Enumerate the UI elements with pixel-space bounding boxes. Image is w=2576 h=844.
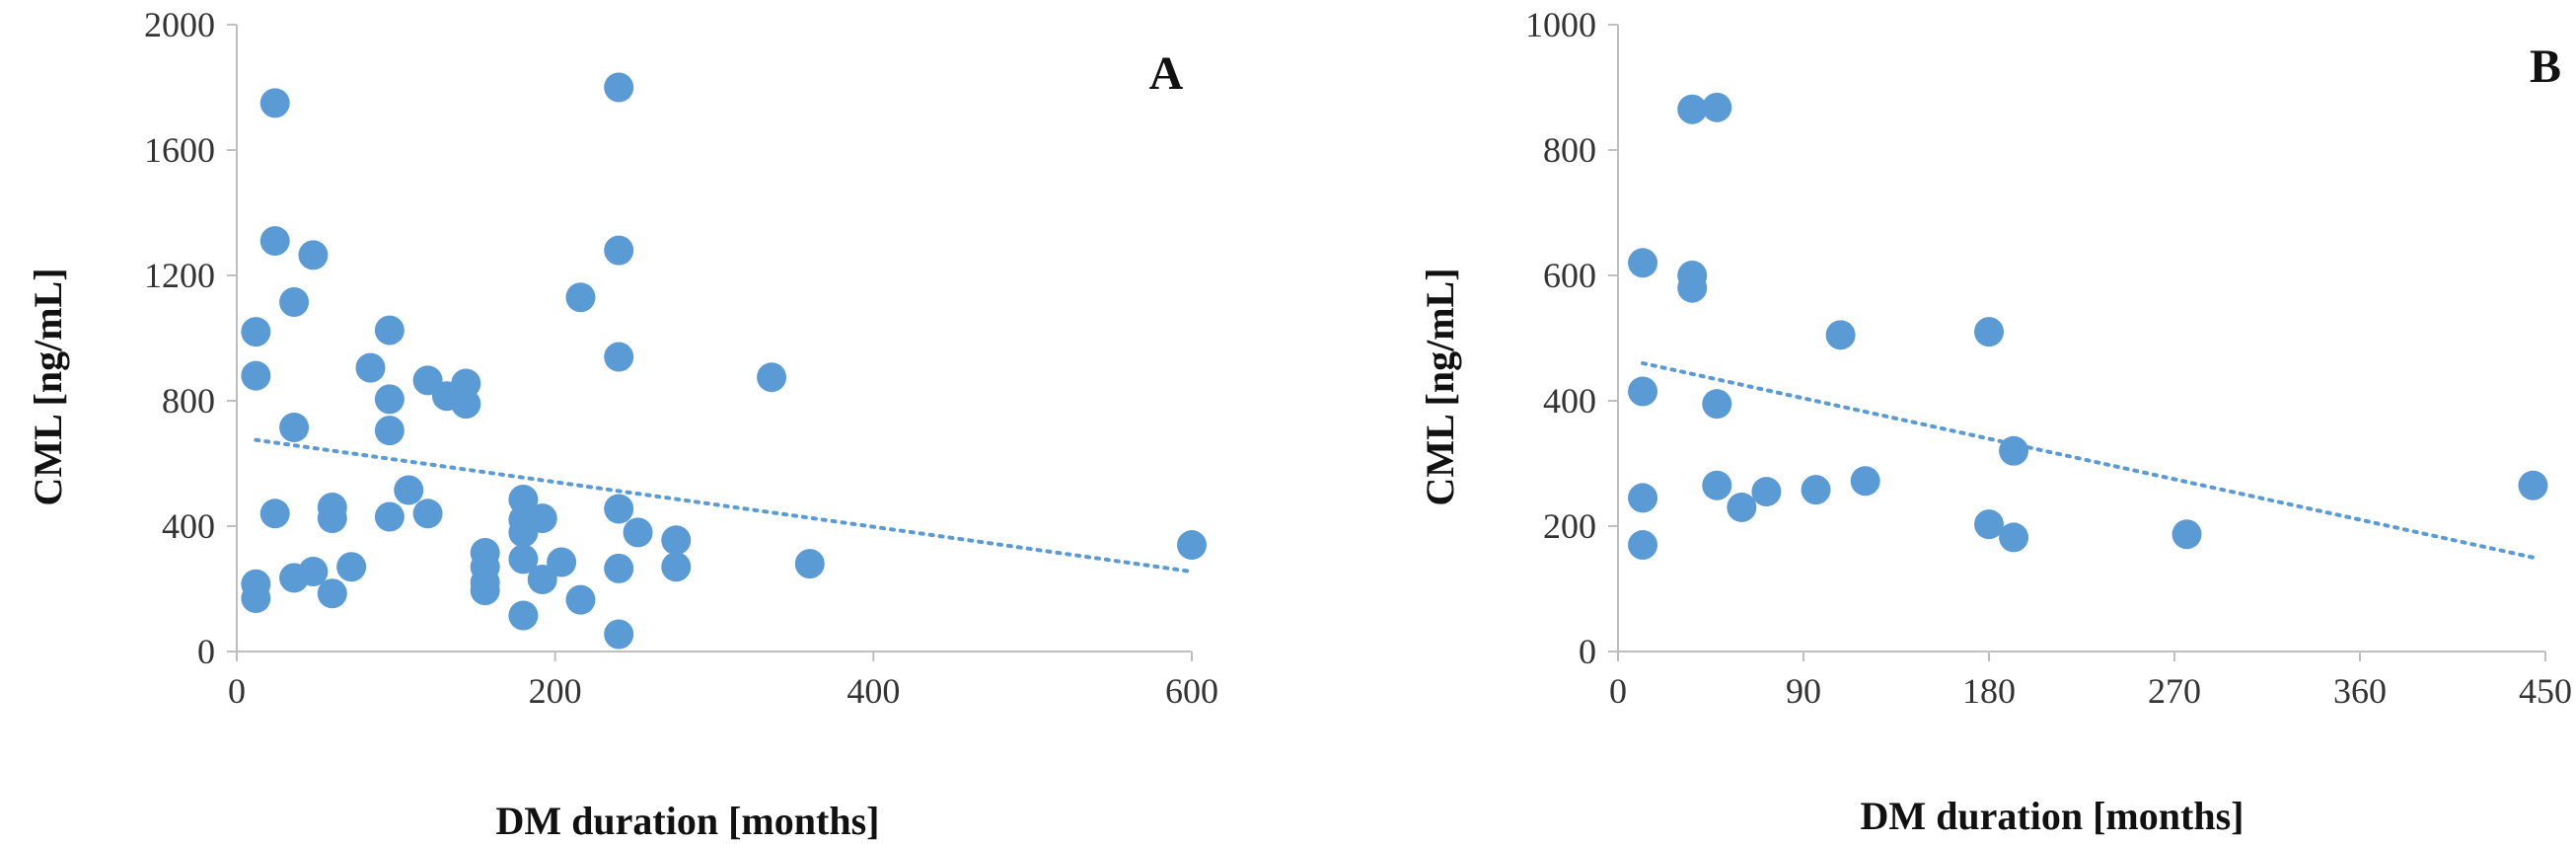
data-point-a xyxy=(565,584,596,615)
data-point-a xyxy=(604,235,634,266)
data-point-b xyxy=(1628,530,1658,561)
x-tick-label-b: 180 xyxy=(1962,671,2016,711)
data-point-a xyxy=(565,282,596,313)
data-point-a xyxy=(298,557,329,587)
x-tick-label-b: 270 xyxy=(2148,671,2201,711)
panel-label-a: A xyxy=(1149,47,1184,100)
x-tick-label-b: 90 xyxy=(1786,671,1821,711)
trendline-a xyxy=(254,437,1194,575)
x-tick-label-a: 200 xyxy=(529,671,582,711)
data-point-a xyxy=(508,544,539,575)
data-point-a xyxy=(794,549,825,579)
data-point-b xyxy=(1702,92,1732,122)
data-point-b xyxy=(1628,483,1658,513)
data-point-a xyxy=(757,362,787,393)
data-point-b xyxy=(1677,94,1708,124)
x-tick-label-a: 400 xyxy=(846,671,900,711)
y-axis-title-a: CML [ng/mL] xyxy=(26,268,70,505)
y-tick-label-b: 600 xyxy=(1543,256,1596,295)
x-tick-label-a: 600 xyxy=(1165,671,1218,711)
data-point-a xyxy=(394,475,424,505)
data-point-a xyxy=(508,485,539,515)
data-point-a xyxy=(317,578,347,609)
data-point-a xyxy=(604,494,634,524)
x-tick-label-b: 360 xyxy=(2333,671,2387,711)
data-point-a xyxy=(259,88,290,118)
data-point-a xyxy=(317,503,347,534)
data-point-b xyxy=(1677,272,1708,303)
y-tick-label-a: 800 xyxy=(162,381,215,421)
data-point-a xyxy=(604,342,634,372)
y-tick-label-b: 1000 xyxy=(1525,5,1596,44)
data-point-a xyxy=(241,583,271,614)
data-point-a xyxy=(604,619,634,650)
x-axis-title-a: DM duration [months] xyxy=(496,799,880,843)
data-point-b xyxy=(1628,376,1658,407)
data-point-b xyxy=(1628,248,1658,278)
panel-label-b: B xyxy=(2530,40,2561,93)
data-point-a xyxy=(451,389,481,420)
data-point-b xyxy=(1727,492,1757,522)
x-axis-title-b: DM duration [months] xyxy=(1861,794,2245,838)
data-point-b xyxy=(1974,317,2004,347)
data-point-a xyxy=(298,240,329,270)
y-axis-title-b: CML [ng/mL] xyxy=(1418,268,1462,505)
data-point-a xyxy=(241,360,271,391)
data-point-b xyxy=(1801,475,1831,505)
data-point-a xyxy=(259,499,290,529)
panel-b: CML [ng/mL] DM duration [months] B 0 200 4… xyxy=(1418,5,2572,838)
y-tick-label-b: 200 xyxy=(1543,506,1596,546)
data-point-a xyxy=(374,416,405,446)
data-point-a xyxy=(279,412,310,442)
x-tick-label-b: 0 xyxy=(1609,671,1627,711)
data-point-a xyxy=(279,286,310,317)
data-point-b xyxy=(1999,435,2029,466)
y-tick-label-a: 1200 xyxy=(144,256,215,295)
data-point-a xyxy=(374,501,405,532)
y-tick-label-b: 0 xyxy=(1579,632,1596,671)
data-point-a xyxy=(259,226,290,257)
y-tick-label-a: 1600 xyxy=(144,130,215,170)
y-tick-label-b: 800 xyxy=(1543,130,1596,170)
data-point-a xyxy=(661,552,692,582)
data-point-a xyxy=(355,352,386,383)
data-point-b xyxy=(1974,509,2004,540)
x-tick-label-a: 0 xyxy=(228,671,246,711)
panel-a: CML [ng/mL] DM duration [months] A 0 400 8… xyxy=(26,5,1218,843)
data-point-a xyxy=(241,317,271,347)
data-point-a xyxy=(336,552,367,582)
data-point-a xyxy=(604,72,634,103)
y-tick-label-a: 400 xyxy=(162,506,215,546)
data-point-b xyxy=(1702,389,1732,420)
data-point-b xyxy=(2518,470,2548,500)
data-point-a xyxy=(527,564,557,594)
x-tick-label-b: 450 xyxy=(2519,671,2572,711)
data-point-a xyxy=(661,525,692,556)
y-tick-label-b: 400 xyxy=(1543,381,1596,421)
data-point-b xyxy=(1751,477,1782,507)
data-point-a xyxy=(508,600,539,631)
trendline-b xyxy=(1641,360,2536,560)
data-point-a xyxy=(1177,530,1207,561)
data-point-b xyxy=(1850,466,1880,497)
data-point-b xyxy=(1825,320,1856,350)
data-point-a xyxy=(412,499,443,529)
data-point-a xyxy=(374,384,405,415)
data-point-a xyxy=(470,575,500,606)
data-point-a xyxy=(451,368,481,399)
data-point-a xyxy=(623,517,653,548)
data-point-b xyxy=(2171,519,2202,550)
y-tick-label-a: 2000 xyxy=(144,5,215,44)
y-tick-label-a: 0 xyxy=(197,632,215,671)
data-point-a xyxy=(604,553,634,583)
data-point-a xyxy=(374,315,405,345)
data-point-b xyxy=(1999,522,2029,553)
data-point-b xyxy=(1702,470,1732,500)
data-point-a xyxy=(547,547,577,577)
data-point-a xyxy=(527,503,557,534)
